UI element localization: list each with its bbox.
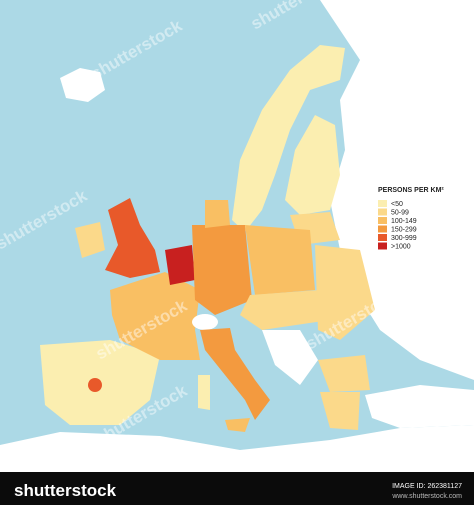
romania (315, 245, 375, 340)
greece (320, 392, 360, 430)
turkey (365, 385, 474, 428)
germany (192, 225, 252, 315)
legend-label: 150-299 (391, 227, 417, 234)
sardinia (198, 375, 210, 410)
denmark (205, 200, 230, 228)
legend-swatch (378, 217, 387, 224)
benelux (165, 245, 195, 285)
switzerland (192, 314, 218, 330)
france (110, 272, 200, 360)
ireland (75, 222, 105, 258)
balkans-nondata (262, 330, 318, 385)
sicily (225, 418, 250, 432)
legend-title: PERSONS PER KM² (378, 187, 444, 194)
bulgaria (318, 355, 370, 392)
africa (0, 425, 474, 472)
legend-swatch (378, 225, 387, 233)
madrid (88, 378, 102, 392)
legend-swatch (378, 242, 387, 250)
legend-label: <50 (391, 201, 403, 208)
footer (0, 472, 474, 505)
legend-label: 300-999 (391, 235, 417, 242)
poland (245, 225, 315, 295)
uk (105, 198, 160, 278)
iceland (60, 68, 105, 102)
site: www.shutterstock.com (391, 493, 462, 500)
legend-swatch (378, 234, 387, 241)
image-id: IMAGE ID: 262381127 (392, 483, 462, 490)
legend-swatch (378, 208, 387, 216)
italy (200, 328, 270, 420)
legend-label: 50-99 (391, 210, 409, 217)
central-east (240, 290, 330, 330)
norway-sweden (232, 45, 345, 232)
legend-swatch (378, 200, 387, 207)
legend-label: 100-149 (391, 218, 417, 225)
footer-brand: shutterstock (14, 481, 117, 500)
finland (285, 115, 340, 215)
legend-label: >1000 (391, 244, 411, 251)
